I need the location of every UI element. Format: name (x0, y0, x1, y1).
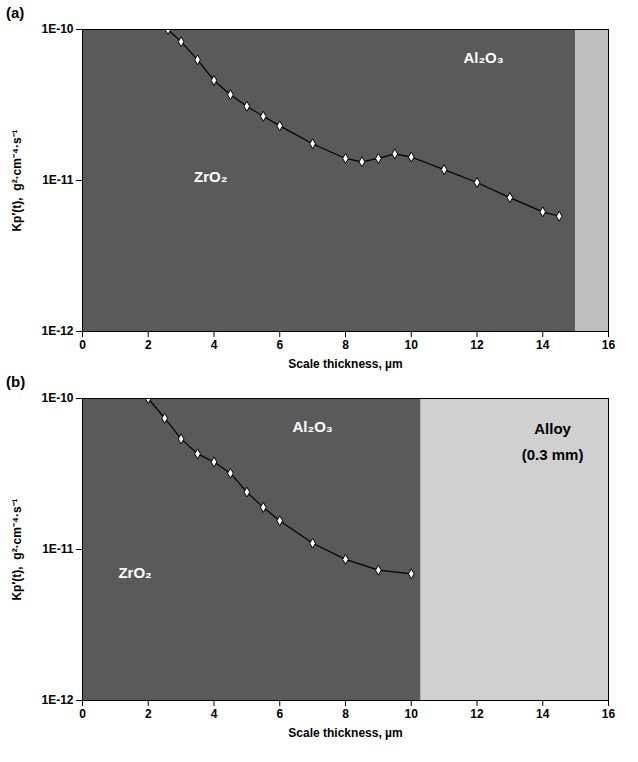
svg-text:4: 4 (211, 338, 218, 352)
svg-text:8: 8 (342, 707, 349, 721)
svg-text:8: 8 (342, 338, 349, 352)
svg-text:12: 12 (470, 338, 484, 352)
svg-text:16: 16 (602, 338, 616, 352)
svg-text:ZrO₂: ZrO₂ (118, 564, 151, 581)
html-text:(a): (a) (6, 4, 25, 21)
svg-text:Al₂O₃: Al₂O₃ (463, 49, 503, 66)
svg-text:1E-12: 1E-12 (41, 324, 73, 338)
svg-text:0: 0 (79, 338, 86, 352)
svg-text:Al₂O₃: Al₂O₃ (292, 418, 332, 435)
svg-text:10: 10 (405, 707, 419, 721)
svg-text:Scale thickness, µm: Scale thickness, µm (288, 357, 402, 371)
svg-text:1E-10: 1E-10 (41, 22, 73, 36)
svg-text:2: 2 (145, 707, 152, 721)
svg-text:16: 16 (602, 707, 616, 721)
svg-text:6: 6 (276, 707, 283, 721)
svg-text:14: 14 (536, 707, 550, 721)
svg-text:10: 10 (405, 338, 419, 352)
svg-text:1E-10: 1E-10 (41, 391, 73, 405)
svg-text:(0.3 mm): (0.3 mm) (522, 446, 584, 463)
svg-text:1E-11: 1E-11 (42, 173, 74, 187)
svg-text:Kp′(t), g²·cm⁻⁴·s⁻¹: Kp′(t), g²·cm⁻⁴·s⁻¹ (10, 498, 24, 600)
svg-text:12: 12 (470, 707, 484, 721)
svg-text:6: 6 (276, 338, 283, 352)
svg-text:Alloy: Alloy (534, 420, 571, 437)
svg-text:0: 0 (79, 707, 86, 721)
svg-text:ZrO₂: ZrO₂ (194, 168, 227, 185)
html-text:(b): (b) (6, 373, 26, 390)
svg-text:14: 14 (536, 338, 550, 352)
svg-text:Kp′(t), g²·cm⁻⁴·s⁻¹: Kp′(t), g²·cm⁻⁴·s⁻¹ (10, 129, 24, 231)
svg-text:Scale thickness, µm: Scale thickness, µm (288, 726, 402, 740)
svg-text:4: 4 (211, 707, 218, 721)
svg-text:1E-11: 1E-11 (42, 542, 74, 556)
svg-text:1E-12: 1E-12 (41, 693, 73, 707)
svg-text:2: 2 (145, 338, 152, 352)
